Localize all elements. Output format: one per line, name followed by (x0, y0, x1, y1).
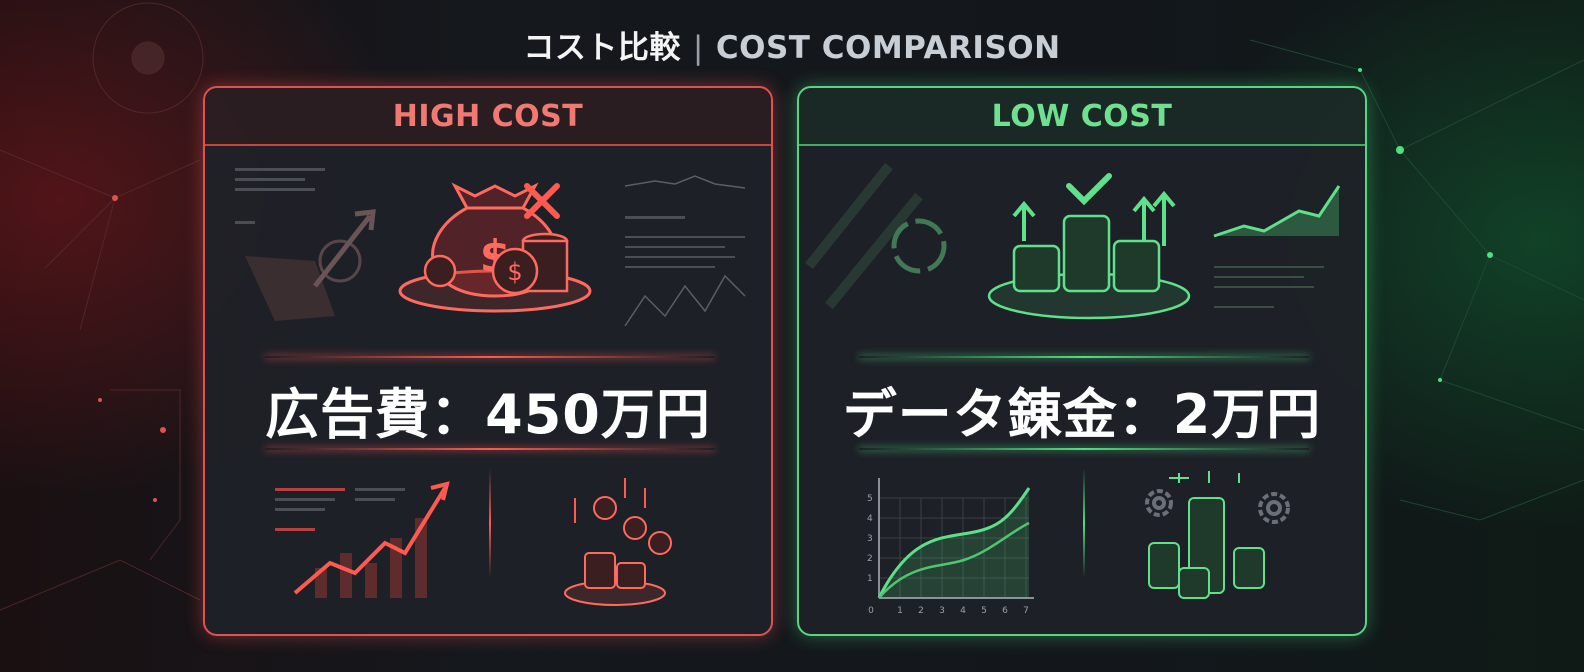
decor-shape (245, 256, 335, 321)
x-tick-label: 1 (897, 606, 903, 616)
x-tick-label: 5 (981, 606, 987, 616)
high-cost-header: HIGH COST (205, 88, 771, 146)
rising-chart-icon (293, 481, 450, 598)
divider-line (859, 356, 1309, 358)
up-arrow-icon (1012, 190, 1176, 246)
x-tick-label: 0 (868, 606, 874, 616)
title-separator: | (692, 30, 704, 66)
y-tick-label: 1 (867, 574, 873, 584)
y-tick-label: 2 (867, 554, 873, 564)
arrow-icon (313, 209, 376, 288)
high-cost-panel: HIGH COST $ $ 広告費：450万円 (203, 86, 773, 636)
falling-coins-icon (564, 478, 672, 606)
low-cost-panel: LOW COST データ錬金：2万円 1 2 3 4 5 0 1 2 3 4 5 6 7 (797, 86, 1367, 636)
y-tick-label: 4 (867, 514, 873, 524)
coin-stack-icon: $ (423, 232, 569, 295)
low-cost-header: LOW COST (799, 88, 1365, 146)
y-tick-label: 3 (867, 534, 873, 544)
divider-line (859, 448, 1309, 450)
high-cost-amount: 広告費：450万円 (265, 383, 711, 446)
divider-line (265, 448, 715, 450)
checkmark-icon (1066, 173, 1112, 206)
lower-curve (878, 521, 1030, 599)
coins-gears-illustration (1145, 471, 1290, 599)
high-cost-illustration: $ $ (235, 168, 746, 327)
low-cost-amount: データ錬金：2万円 (842, 383, 1322, 446)
x-tick-label: 2 (918, 606, 924, 616)
vertical-divider (1083, 468, 1085, 578)
title-en: COST COMPARISON (715, 30, 1061, 66)
coin-stack-icon (987, 214, 1191, 320)
svg-text:$: $ (507, 258, 522, 286)
page-title: コスト比較 | COST COMPARISON (0, 22, 1584, 67)
growth-chart-icon (1213, 185, 1341, 238)
low-cost-illustration (805, 162, 1341, 320)
vertical-divider (489, 468, 491, 578)
upper-curve (877, 487, 1031, 599)
mini-growth-chart: 1 2 3 4 5 0 1 2 3 4 5 6 7 (867, 478, 1034, 616)
gear-icon (1145, 489, 1173, 517)
gear-icon (1258, 492, 1290, 524)
x-mark-icon (524, 183, 560, 219)
x-tick-label: 3 (939, 606, 945, 616)
y-tick-label: 5 (867, 494, 873, 504)
x-tick-label: 7 (1023, 606, 1029, 616)
x-tick-label: 6 (1002, 606, 1008, 616)
title-jp: コスト比較 (523, 30, 681, 66)
x-tick-label: 4 (960, 606, 966, 616)
divider-line (265, 356, 715, 358)
high-cost-bottom-illustration (275, 478, 672, 606)
